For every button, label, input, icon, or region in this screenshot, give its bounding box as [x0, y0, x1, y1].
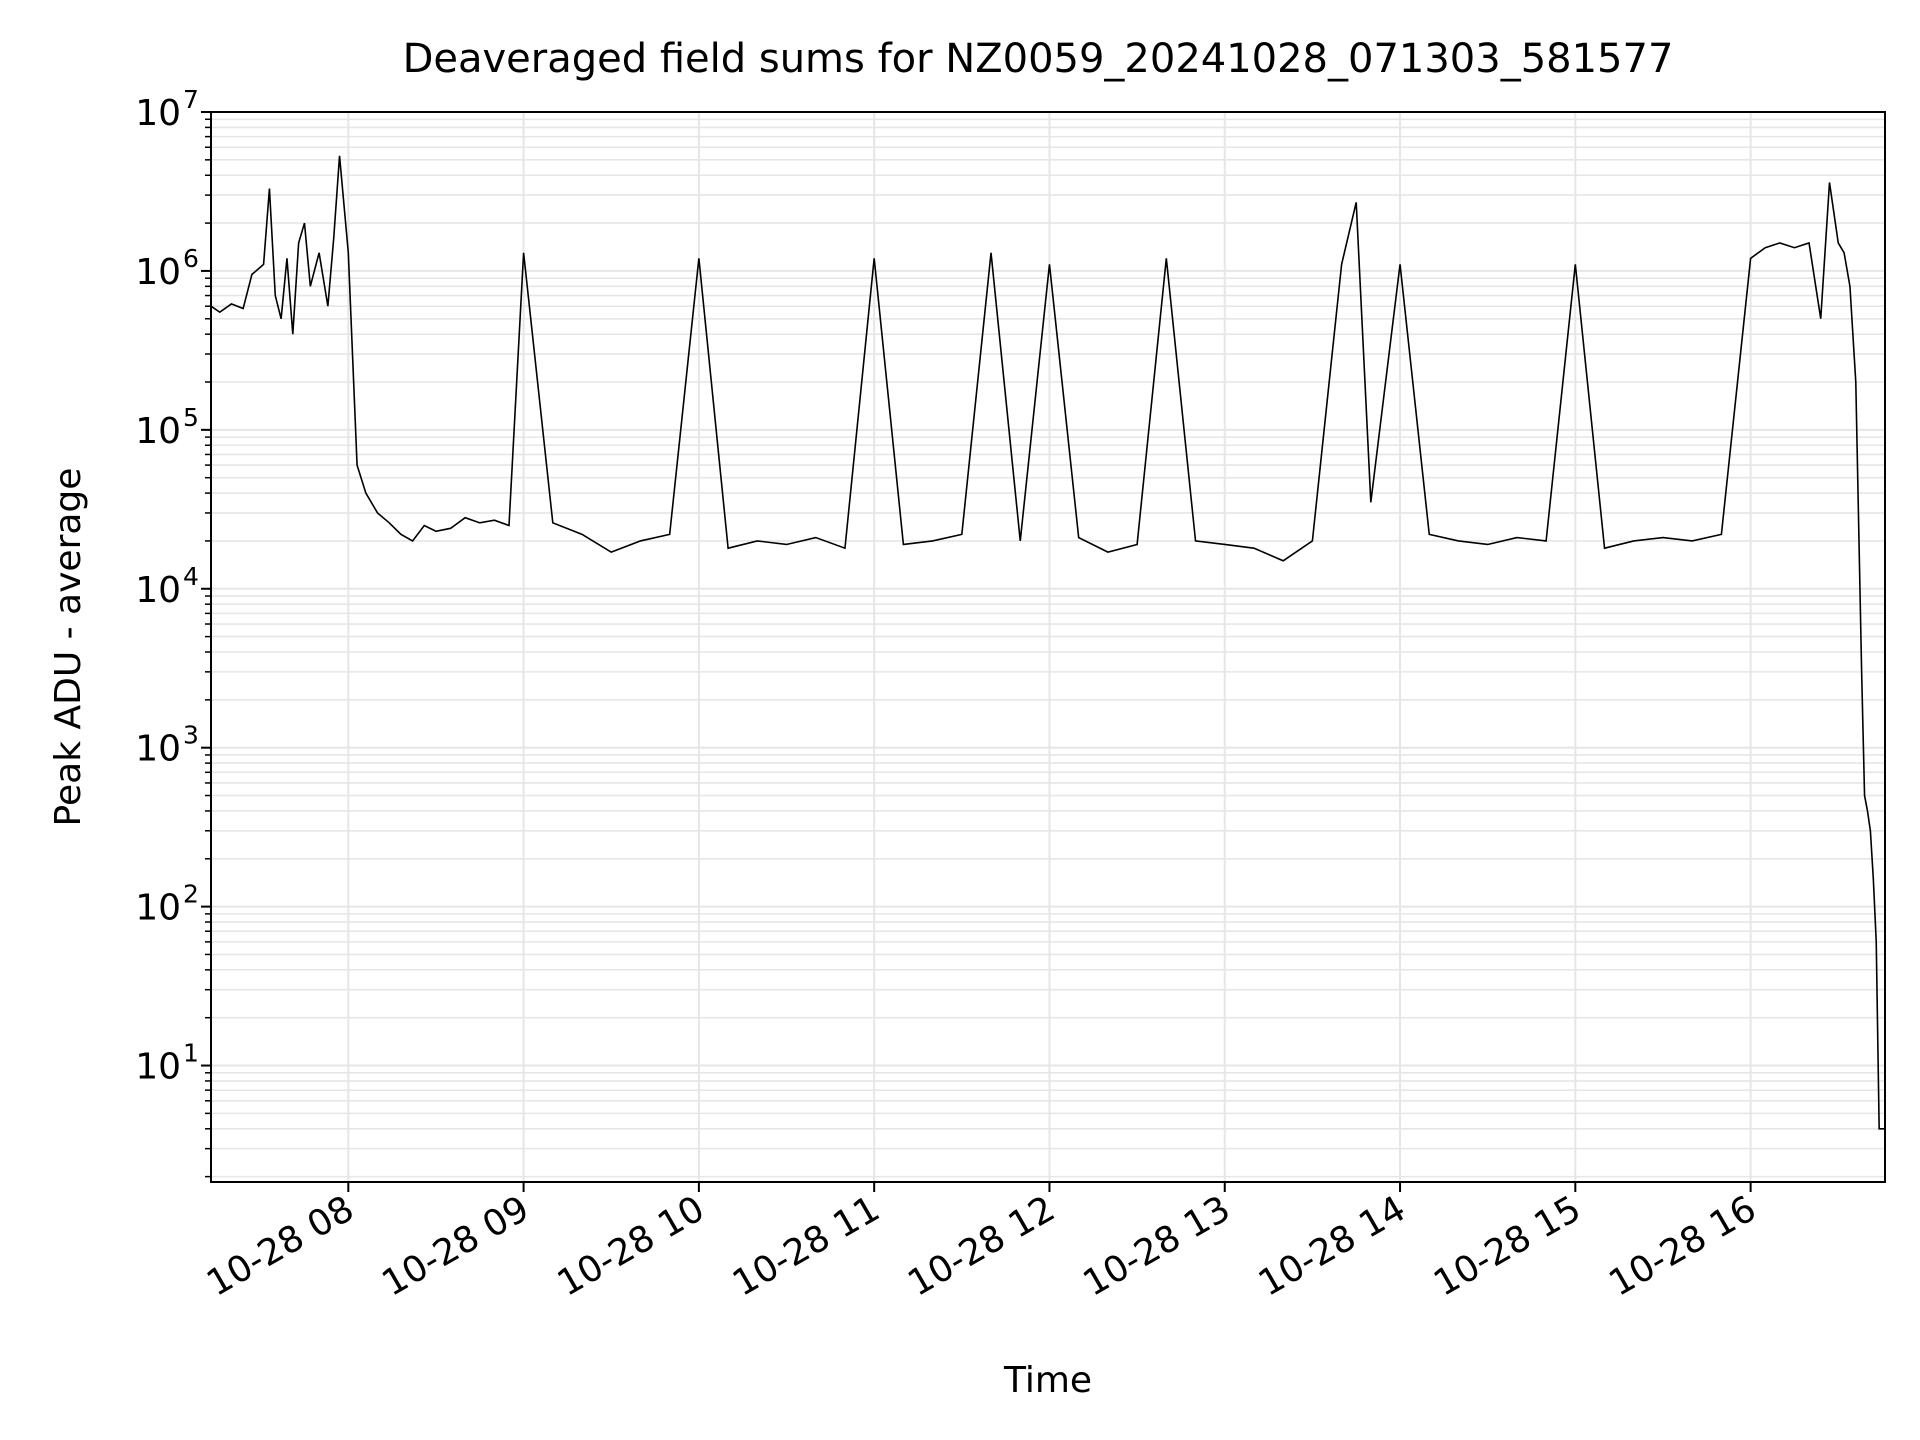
- series-line: [211, 155, 1885, 1130]
- y-tick-label: 10: [135, 1047, 181, 1088]
- y-tick-label: 10: [135, 93, 181, 134]
- y-tick-label: 10: [135, 411, 181, 452]
- y-tick-label-exponent: 2: [183, 880, 199, 909]
- y-tick-label-exponent: 5: [183, 403, 199, 432]
- x-axis-label: Time: [1003, 1360, 1092, 1401]
- y-tick-label: 10: [135, 252, 181, 293]
- y-tick-label-exponent: 3: [183, 721, 199, 750]
- grid-layer: [211, 111, 1885, 1182]
- series-layer: [211, 155, 1885, 1130]
- plot-area-frame: [210, 111, 1886, 1183]
- y-tick-label-exponent: 1: [183, 1039, 199, 1068]
- chart-title: Deaveraged field sums for NZ0059_2024102…: [403, 36, 1674, 82]
- y-tick-label-exponent: 6: [183, 244, 199, 273]
- y-tick-label: 10: [135, 570, 181, 611]
- y-axis-label: Peak ADU - average: [48, 468, 89, 827]
- y-tick-label: 10: [135, 888, 181, 929]
- y-tick-label-exponent: 7: [183, 85, 199, 114]
- y-tick-label-exponent: 4: [183, 562, 199, 591]
- y-tick-label: 10: [135, 729, 181, 770]
